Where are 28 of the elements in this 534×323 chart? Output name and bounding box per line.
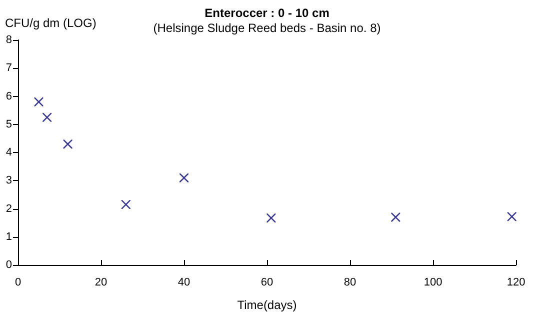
point: [63, 140, 72, 149]
x-tick-label: 80: [344, 276, 356, 288]
chart-subtitle: (Helsinge Sludge Reed beds - Basin no. 8): [153, 21, 381, 35]
y-tick-label: 0: [6, 259, 12, 271]
point: [507, 212, 516, 222]
y-tick-label: 7: [6, 62, 12, 74]
x-tick-label: 40: [178, 276, 190, 288]
y-tick-label: 2: [6, 202, 12, 215]
point: [266, 214, 276, 223]
y-axis-title: CFU/g dm (LOG): [5, 16, 96, 30]
y-tick-label: 5: [6, 118, 12, 130]
y-tick-label: 6: [6, 90, 12, 102]
y-tick-label: 8: [6, 34, 12, 46]
x-tick-label: 120: [506, 276, 526, 288]
x-tick-label: 0: [14, 276, 22, 288]
point: [180, 173, 188, 182]
x-axis-title: Time(days): [237, 298, 297, 312]
x-tick-label: 60: [260, 276, 274, 288]
y-tick-label: 1: [6, 230, 12, 243]
y-tick-label: 4: [6, 146, 12, 158]
point: [391, 212, 400, 222]
chart-title: Enteroccer : 0 - 10 cm: [204, 6, 330, 20]
y-tick-label: 3: [6, 174, 12, 187]
point: [34, 97, 44, 106]
point: [42, 112, 52, 122]
x-tick-label: 100: [424, 276, 442, 288]
point: [121, 200, 130, 210]
x-tick-label: 20: [94, 276, 108, 288]
